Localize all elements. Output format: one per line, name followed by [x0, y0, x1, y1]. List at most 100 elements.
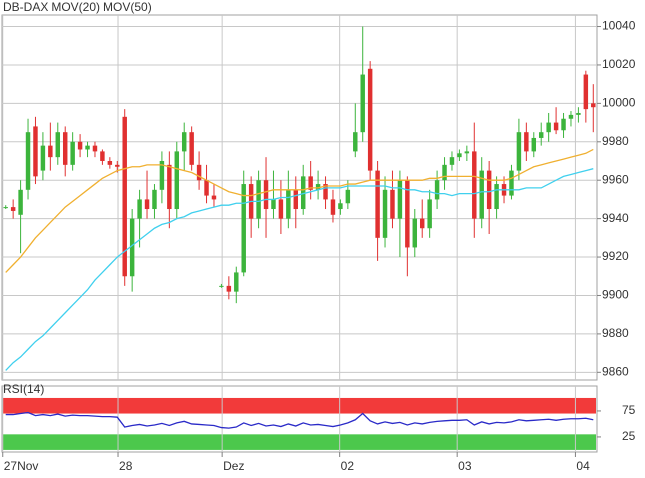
x-tick-label: 27Nov	[4, 459, 39, 473]
candle-body	[18, 189, 23, 215]
candle-body	[167, 164, 172, 210]
candle-body	[226, 285, 232, 292]
candle-body	[70, 141, 75, 165]
candle-body	[330, 199, 336, 215]
candle-body	[360, 74, 365, 133]
candle-body	[449, 157, 455, 165]
candle-body	[92, 145, 98, 152]
candle-body	[152, 189, 157, 210]
moving-average	[5, 148, 594, 273]
legend-entry: DB-DAX	[3, 0, 48, 14]
moving-average	[5, 168, 594, 371]
candle-body	[591, 103, 596, 108]
candle-body	[323, 184, 328, 200]
candle-body	[464, 151, 470, 154]
candle-body	[85, 145, 90, 150]
y-tick-label: 9860	[602, 364, 629, 378]
candle-body	[375, 170, 380, 238]
legend-entry: RSI(14)	[3, 382, 44, 396]
x-tick-label: Dez	[223, 459, 244, 473]
candle-body	[442, 164, 447, 181]
y-tick-label: 10020	[602, 57, 636, 71]
candle-body	[509, 170, 514, 196]
candle-body	[390, 189, 395, 219]
candle-body	[434, 180, 440, 200]
candle-body	[345, 189, 351, 204]
candle-body	[338, 203, 343, 210]
candle-body	[583, 74, 589, 110]
candle-body	[308, 176, 313, 190]
candle-body	[561, 118, 566, 131]
candle-body	[405, 180, 410, 248]
candle-body	[419, 218, 425, 229]
rsi-line	[5, 411, 594, 429]
y-tick-label: 10000	[602, 96, 636, 110]
rsi-band	[3, 434, 596, 450]
candle-body	[293, 189, 299, 210]
y-tick-label: 10040	[602, 19, 636, 33]
candle-body	[25, 132, 31, 190]
y-tick-label: 9900	[602, 288, 629, 302]
candle-body	[107, 161, 113, 165]
x-tick-label: 03	[458, 459, 472, 473]
candle-body	[196, 164, 202, 181]
y-tick-label: 9980	[602, 134, 629, 148]
candle-body	[48, 145, 53, 158]
candle-body	[100, 151, 105, 161]
candle-body	[315, 184, 321, 190]
candle-body	[382, 189, 388, 238]
candle-body	[479, 170, 484, 219]
candle-body	[524, 132, 529, 152]
y-tick-label: 9960	[602, 172, 629, 186]
candle-body	[494, 184, 499, 210]
candle-body	[286, 189, 291, 219]
candle-body	[553, 122, 559, 131]
candle-body	[3, 207, 8, 209]
candle-body	[33, 126, 38, 177]
y-tick-label: 25	[622, 429, 636, 443]
candle-body	[174, 151, 180, 210]
candle-body	[122, 116, 127, 277]
y-tick-label: 9920	[602, 249, 629, 263]
candle-body	[181, 132, 187, 152]
candle-body	[62, 132, 68, 165]
candle-body	[412, 218, 418, 248]
candle-body	[55, 132, 61, 158]
candle-body	[159, 161, 165, 190]
candle-body	[256, 180, 261, 219]
y-tick-label: 9880	[602, 326, 629, 340]
candle-body	[538, 132, 544, 138]
candle-body	[137, 199, 142, 219]
candle-body	[189, 132, 194, 165]
x-tick-label: 04	[576, 459, 590, 473]
y-tick-label: 75	[622, 403, 636, 417]
candle-body	[204, 180, 209, 196]
x-tick-label: 02	[341, 459, 355, 473]
y-tick-label: 9940	[602, 211, 629, 225]
candle-body	[486, 170, 492, 210]
candle-body	[211, 195, 217, 200]
candle-body	[129, 218, 135, 277]
candle-body	[263, 180, 269, 210]
candle-body	[77, 141, 83, 150]
candle-body	[367, 68, 373, 171]
candle-body	[353, 132, 358, 152]
rsi-band	[3, 397, 596, 414]
candle-body	[40, 145, 46, 171]
plot-area	[1, 14, 598, 381]
candle-body	[472, 151, 477, 219]
candle-body	[219, 285, 224, 287]
candle-body	[568, 114, 574, 119]
candle-body	[300, 176, 306, 210]
candle-body	[234, 272, 239, 292]
legend-entry: MOV(20)	[51, 0, 100, 14]
candle-body	[10, 207, 16, 211]
candle-body	[531, 137, 537, 152]
candle-body	[427, 199, 432, 229]
candle-body	[278, 199, 284, 219]
candle-body	[144, 199, 150, 210]
legend-entry: MOV(50)	[103, 0, 152, 14]
candle-body	[457, 153, 462, 158]
candle-body	[576, 112, 581, 115]
candle-body	[397, 180, 403, 219]
